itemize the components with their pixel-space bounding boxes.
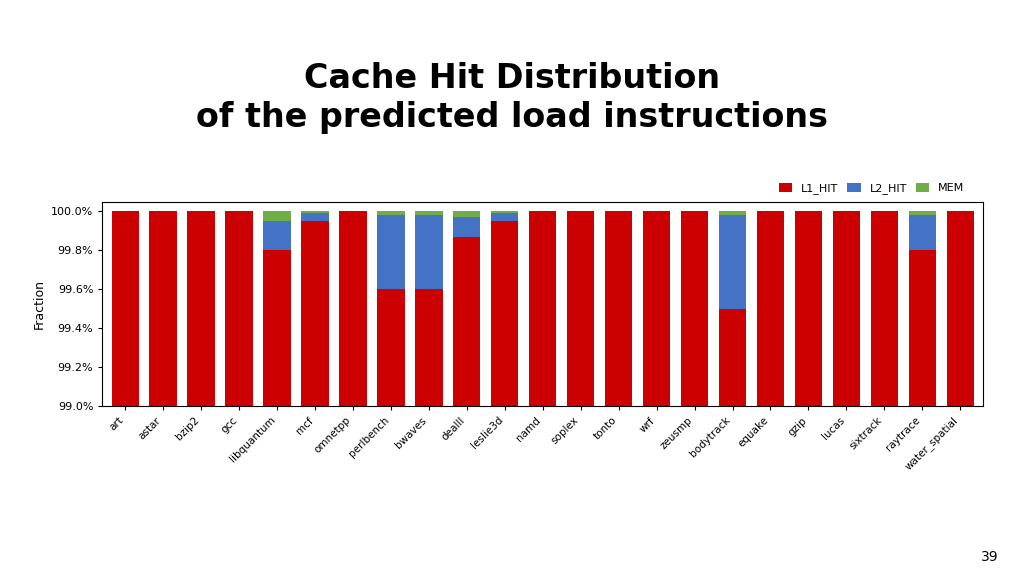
Bar [681,211,709,406]
Bar [492,221,518,406]
Bar [492,211,518,213]
Text: Most of the predicted load instructions
hit into L1 cache: Most of the predicted load instructions … [217,462,807,532]
Bar [605,211,632,406]
Bar [529,211,556,406]
Bar [415,289,442,406]
Bar [454,217,480,237]
Bar [263,211,291,221]
Bar [567,211,594,406]
Bar [263,221,291,251]
Bar [908,215,936,251]
Bar [150,211,177,406]
Y-axis label: Fraction: Fraction [33,279,45,329]
Bar [301,221,329,406]
Bar [112,211,139,406]
Bar [377,215,404,289]
Bar [795,211,822,406]
Bar [377,211,404,215]
Bar [908,211,936,215]
Bar [301,213,329,221]
Bar [339,211,367,406]
Bar [719,309,746,406]
Text: Cache Hit Distribution
of the predicted load instructions: Cache Hit Distribution of the predicted … [196,62,828,134]
Bar [454,237,480,406]
Bar [454,211,480,217]
Bar [833,211,860,406]
Bar [946,211,974,406]
Bar [225,211,253,406]
Bar [415,211,442,215]
Bar [263,251,291,406]
Bar [719,211,746,215]
Bar [870,211,898,406]
Legend: L1_HIT, L2_HIT, MEM: L1_HIT, L2_HIT, MEM [774,179,969,199]
Text: 39: 39 [981,551,998,564]
Bar [719,215,746,309]
Bar [908,251,936,406]
Bar [301,211,329,213]
Bar [492,213,518,221]
Bar [757,211,784,406]
Bar [187,211,215,406]
Bar [377,289,404,406]
Bar [415,215,442,289]
Bar [643,211,671,406]
